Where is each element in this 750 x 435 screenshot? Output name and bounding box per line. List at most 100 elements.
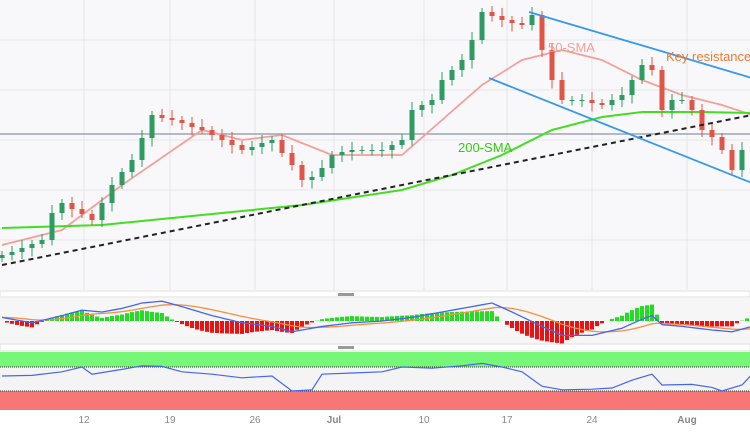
- candle-body: [199, 127, 205, 130]
- rsi-neutral-zone: [0, 367, 750, 391]
- candle-body: [689, 100, 695, 110]
- candle-body: [209, 130, 215, 135]
- x-tick-label: 19: [164, 415, 176, 426]
- candle-body: [449, 70, 455, 80]
- candle-body: [629, 80, 635, 95]
- candle-body: [349, 150, 355, 152]
- candle-body: [529, 15, 535, 25]
- candle-body: [309, 177, 315, 180]
- candle-body: [79, 209, 85, 214]
- candle-body: [249, 147, 255, 150]
- candle-body: [129, 160, 135, 172]
- candle-body: [639, 65, 645, 80]
- candle-body: [669, 100, 675, 110]
- sma200-line: [1, 111, 750, 229]
- candle-body: [279, 140, 285, 153]
- rsi-resize-handle[interactable]: [338, 346, 354, 349]
- candle-body: [239, 145, 245, 150]
- candle-body: [259, 143, 265, 147]
- candle-body: [19, 248, 25, 252]
- candle-body: [559, 80, 565, 100]
- macd-panel: [0, 298, 750, 344]
- macd-signal-line: [1, 304, 750, 333]
- candle-body: [409, 110, 415, 140]
- main-panel: 50-SMA 200-SMA Key resistance: [0, 0, 750, 290]
- grid: [0, 0, 750, 290]
- candle-body: [159, 115, 165, 118]
- candle-body: [679, 100, 685, 101]
- candle-body: [489, 12, 495, 16]
- macd-resize-handle[interactable]: [338, 293, 354, 296]
- candle-body: [359, 150, 365, 151]
- rsi-overbought-zone: [0, 352, 750, 367]
- candle-body: [729, 150, 735, 170]
- candle-body: [609, 100, 615, 105]
- candle-body: [579, 100, 585, 101]
- x-axis: 12 19 26 Jul 10 17 24 Aug: [78, 415, 696, 426]
- candle-body: [539, 15, 545, 50]
- candle-body: [469, 40, 475, 60]
- candle-body: [719, 137, 725, 150]
- candle-body: [659, 70, 665, 110]
- candle-body: [109, 185, 115, 203]
- candle-body: [549, 50, 555, 80]
- candle-body: [289, 153, 295, 165]
- candle-body: [389, 145, 395, 150]
- rsi-panel: [0, 352, 750, 410]
- candle-body: [39, 240, 45, 244]
- candle-body: [229, 140, 235, 145]
- candle-body: [459, 60, 465, 70]
- candle-body: [649, 65, 655, 70]
- candle-body: [619, 95, 625, 100]
- candle-body: [399, 140, 405, 145]
- candle-body: [219, 135, 225, 140]
- panel-divider[interactable]: [0, 290, 750, 298]
- candle-body: [369, 150, 375, 151]
- rsi-line: [1, 362, 750, 392]
- x-tick-label: 10: [418, 415, 430, 426]
- candle-body: [99, 203, 105, 220]
- candle-body: [189, 123, 195, 127]
- candle-body: [519, 23, 525, 25]
- candle-body: [329, 155, 335, 168]
- candle-body: [339, 152, 345, 155]
- x-tick-label: 17: [501, 415, 513, 426]
- candle-body: [29, 244, 35, 248]
- rsi-oversold-zone: [0, 391, 750, 410]
- trend-lines: [1, 11, 750, 266]
- panel-divider[interactable]: [0, 343, 750, 352]
- candle-body: [419, 105, 425, 110]
- candle-body: [709, 130, 715, 137]
- candle-body: [269, 140, 275, 143]
- main-panel-background: [0, 0, 750, 290]
- candle-body: [319, 168, 325, 177]
- x-tick-label: 12: [78, 415, 90, 426]
- candle-body: [439, 80, 445, 100]
- indicator-lines: [1, 49, 750, 246]
- candle-body: [509, 20, 515, 23]
- candle-body: [49, 213, 55, 240]
- candle-body: [9, 252, 15, 255]
- candles: [0, 6, 745, 262]
- macd-line: [1, 300, 750, 337]
- x-tick-label: Aug: [677, 415, 696, 426]
- x-tick-label: 26: [249, 415, 261, 426]
- candle-body: [429, 100, 435, 105]
- channel-lower-line: [488, 77, 750, 184]
- support-trendline: [1, 114, 750, 266]
- candle-body: [299, 165, 305, 180]
- candle-body: [69, 203, 75, 209]
- candle-body: [569, 100, 575, 101]
- sma50-line: [1, 49, 750, 246]
- sma200-label: 200-SMA: [458, 140, 513, 155]
- candle-body: [0, 255, 5, 258]
- candle-body: [169, 118, 175, 120]
- candle-body: [699, 110, 705, 130]
- channel-upper-line: [528, 11, 750, 79]
- candle-body: [59, 203, 65, 213]
- candle-body: [139, 138, 145, 160]
- candle-body: [739, 150, 745, 170]
- candle-body: [479, 12, 485, 40]
- candle-body: [589, 100, 595, 103]
